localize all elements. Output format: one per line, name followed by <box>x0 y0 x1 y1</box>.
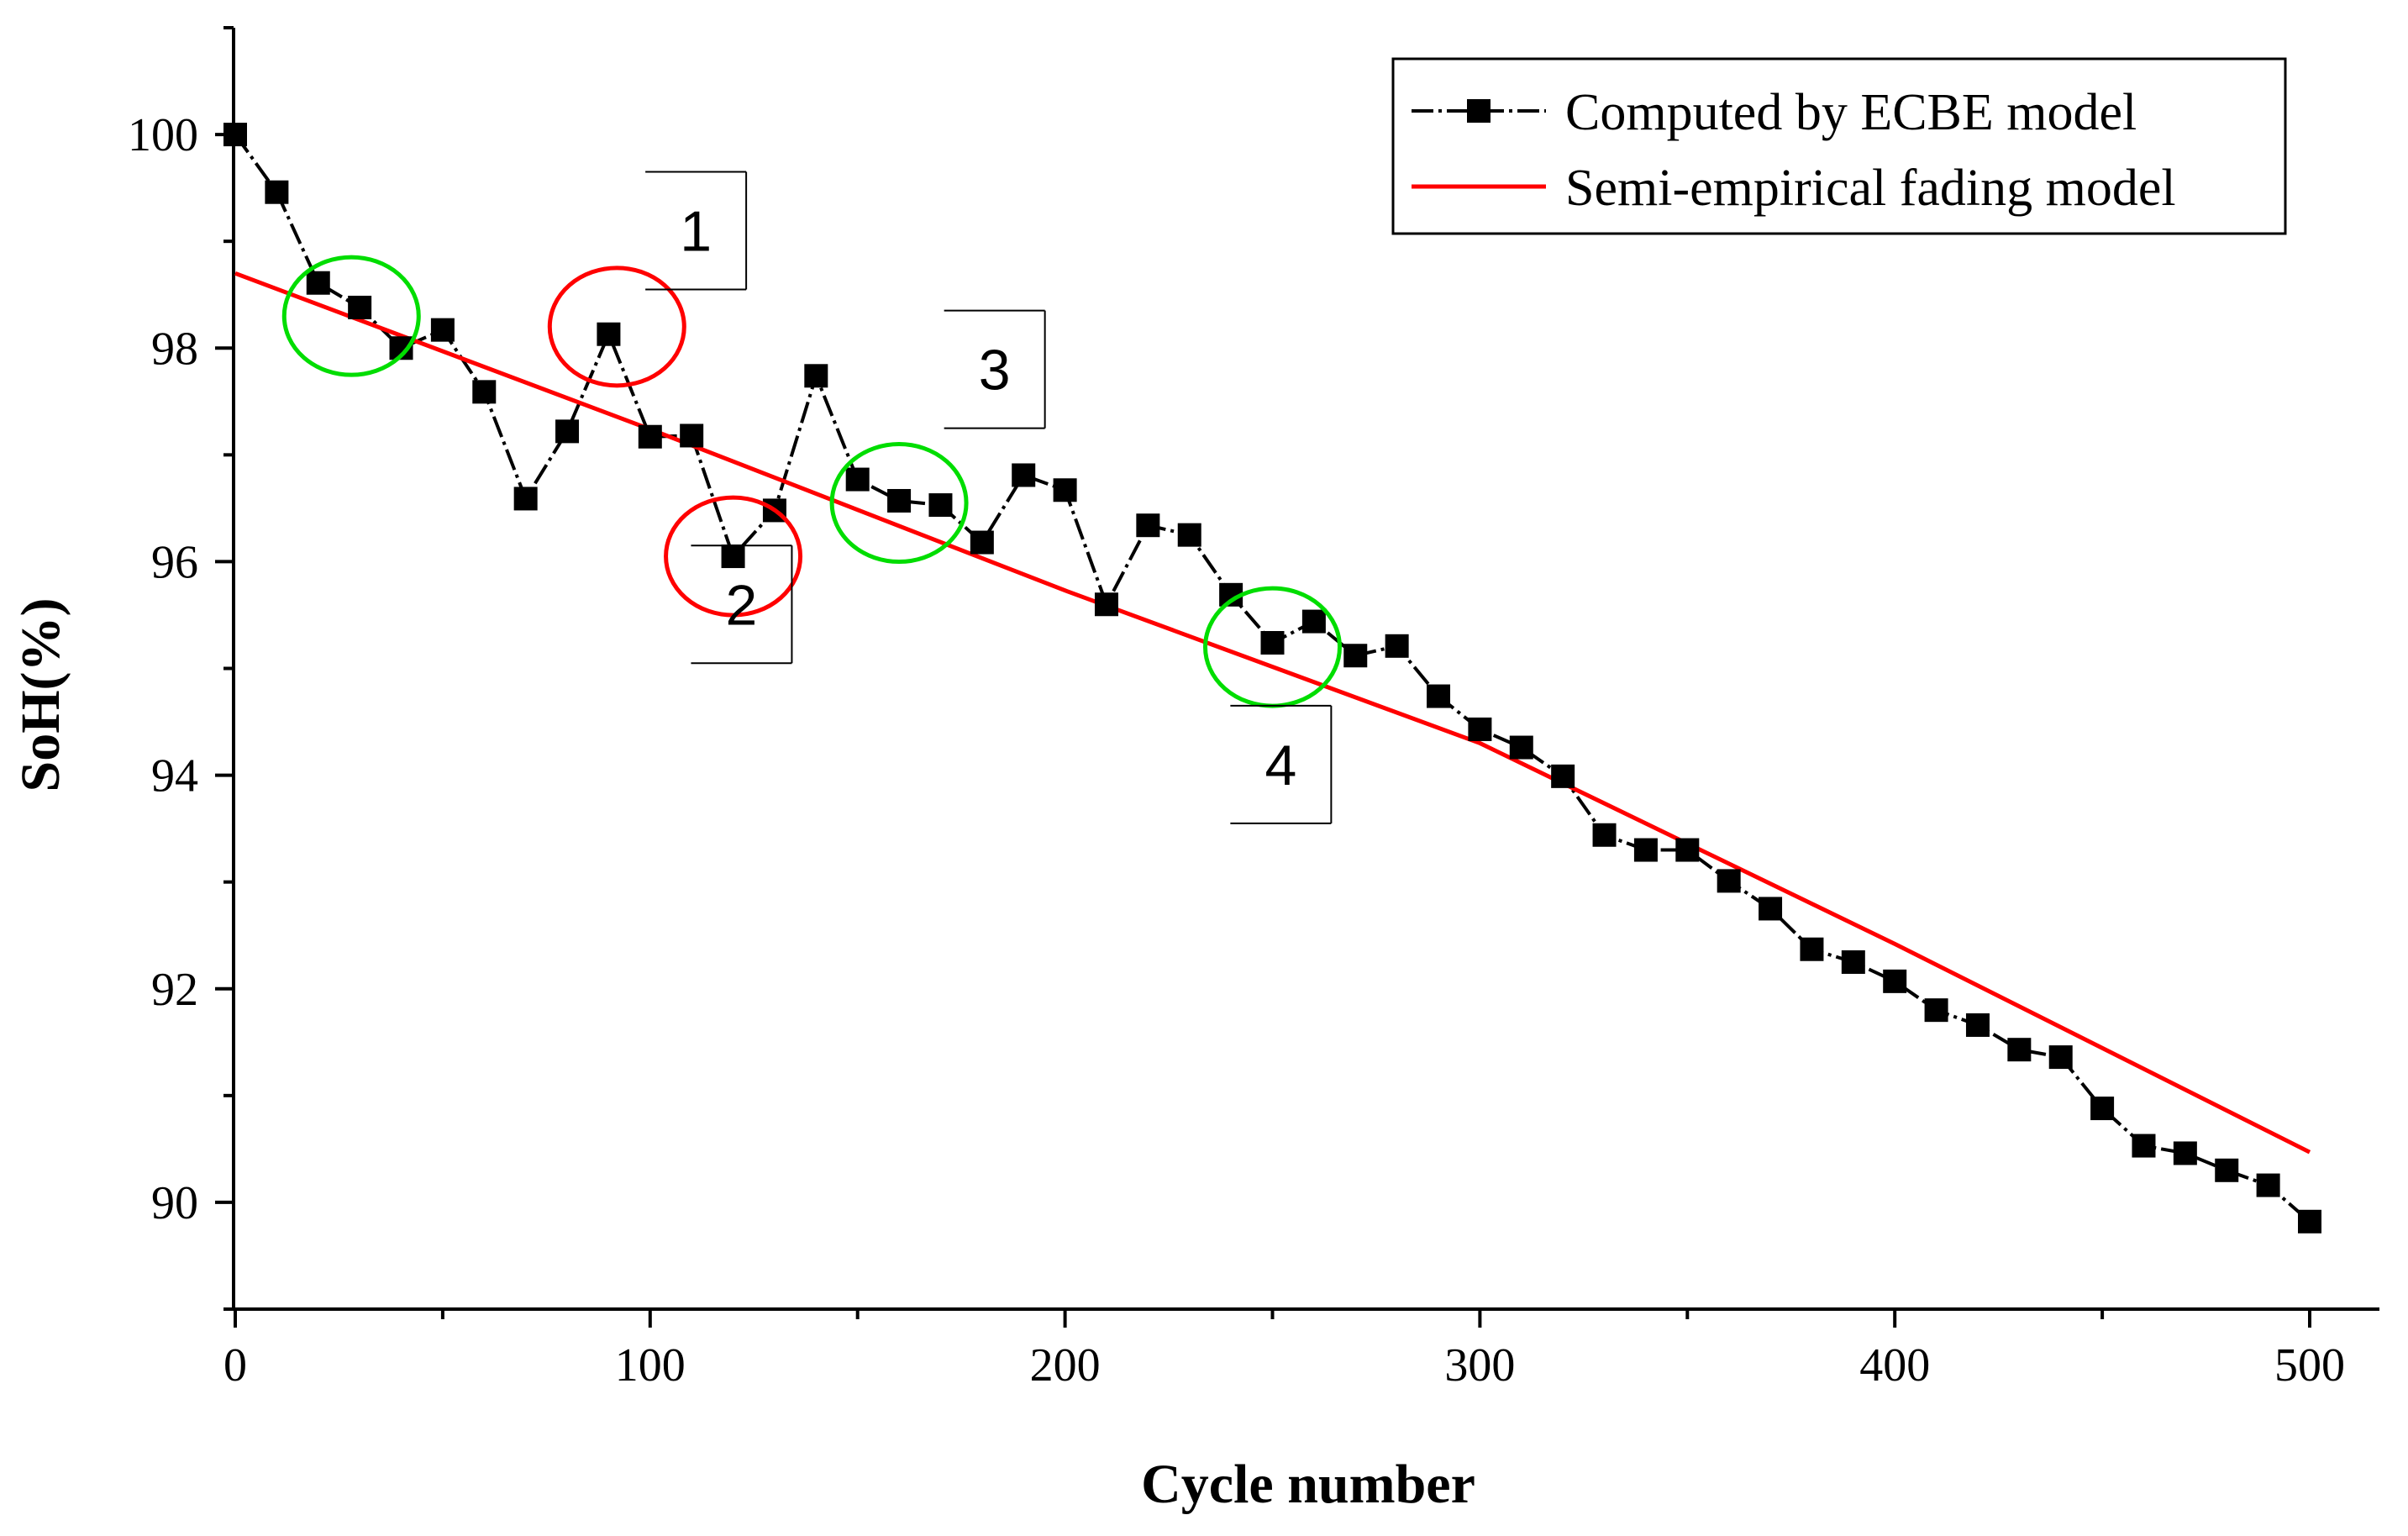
ecbe-point <box>1136 513 1160 538</box>
annotation-label: 2 <box>691 544 793 665</box>
y-tick-label: 94 <box>151 750 198 802</box>
annotation-number: 2 <box>726 573 758 637</box>
ecbe-point <box>1551 764 1575 788</box>
ecbe-point <box>680 423 704 448</box>
ecbe-point <box>1509 735 1533 760</box>
x-tick-label: 500 <box>2274 1339 2345 1391</box>
highlight-circle <box>664 495 803 618</box>
ecbe-point <box>306 271 330 295</box>
annotation-number: 3 <box>979 339 1011 402</box>
chart-marks <box>223 123 2321 1234</box>
ecbe-point <box>555 419 580 444</box>
annotation-number: 4 <box>1264 734 1296 797</box>
ecbe-point <box>1717 869 1741 893</box>
ecbe-point <box>1094 592 1118 617</box>
y-tick-label: 90 <box>151 1177 198 1229</box>
y-tick-label: 100 <box>128 109 198 161</box>
ecbe-point <box>1883 969 1907 993</box>
ecbe-point <box>223 123 247 147</box>
legend-ecbe-label: Computed by ECBE model <box>1565 84 2137 141</box>
x-tick-label: 0 <box>223 1339 247 1391</box>
y-tick-label: 98 <box>151 323 198 375</box>
ecbe-point <box>1260 631 1285 655</box>
ecbe-point <box>1468 717 1492 741</box>
ecbe-point <box>1177 523 1201 547</box>
ecbe-point <box>1841 949 1865 974</box>
ecbe-point <box>2090 1097 2115 1121</box>
ecbe-point <box>1924 998 1948 1023</box>
ecbe-point <box>1800 937 1824 961</box>
y-tick-label: 96 <box>151 536 198 588</box>
x-tick-label: 300 <box>1444 1339 1515 1391</box>
ecbe-point <box>887 488 912 513</box>
ecbe-point <box>2298 1209 2321 1234</box>
highlight-circle <box>547 266 686 388</box>
annotation-label: 4 <box>1230 704 1333 824</box>
ecbe-point <box>472 380 497 404</box>
ecbe-point <box>1592 823 1617 847</box>
chart-axes: 0 100 200 300 400 500 90 92 94 96 98 100 <box>128 26 2379 1391</box>
ecbe-point <box>1759 897 1783 921</box>
ecbe-point <box>2173 1141 2197 1165</box>
legend-box <box>1391 57 2287 235</box>
annotation-number: 1 <box>680 199 712 263</box>
ecbe-point <box>265 180 289 204</box>
ecbe-point <box>1012 463 1036 487</box>
chart-overlays: 1 2 3 4 <box>281 171 1342 824</box>
ecbe-point <box>1301 609 1326 634</box>
ecbe-point <box>928 493 953 518</box>
ecbe-point <box>970 530 994 555</box>
ecbe-point <box>2215 1158 2239 1182</box>
ecbe-series-line <box>234 133 2311 1223</box>
ecbe-point <box>1965 1013 1990 1037</box>
x-axis-label: Cycle number <box>1141 1454 1475 1515</box>
ecbe-point <box>513 487 538 511</box>
ecbe-point <box>804 364 828 388</box>
ecbe-point <box>638 424 662 449</box>
ecbe-point <box>597 322 621 346</box>
chart-legend: Computed by ECBE model Semi-empirical fad… <box>1391 57 2287 235</box>
ecbe-point <box>430 318 455 342</box>
x-tick-label: 400 <box>1859 1339 1930 1391</box>
y-tick-label: 92 <box>151 964 198 1016</box>
highlight-circle <box>829 442 969 565</box>
ecbe-point <box>721 544 745 569</box>
y-axis-label: SoH(%) <box>10 598 71 792</box>
legend-semi-empirical-label: Semi-empirical fading model <box>1565 160 2176 217</box>
ecbe-point <box>2048 1045 2073 1070</box>
x-tick-label: 100 <box>615 1339 686 1391</box>
ecbe-point <box>1675 838 1700 862</box>
x-tick-label: 200 <box>1030 1339 1101 1391</box>
ecbe-point <box>1053 478 1077 502</box>
ecbe-point <box>845 467 870 492</box>
ecbe-point <box>2007 1038 2032 1062</box>
ecbe-point <box>1633 838 1658 862</box>
highlight-circle <box>281 255 421 377</box>
annotation-label: 3 <box>944 309 1046 429</box>
ecbe-point <box>1385 634 1409 658</box>
ecbe-point <box>2132 1134 2156 1158</box>
ecbe-point <box>348 295 372 319</box>
semi-empirical-line <box>234 271 2311 1155</box>
ecbe-point <box>2256 1173 2280 1197</box>
ecbe-point <box>1427 684 1451 708</box>
annotation-label: 1 <box>645 171 748 291</box>
ecbe-point <box>1343 644 1368 668</box>
legend-ecbe-marker <box>1467 99 1491 123</box>
